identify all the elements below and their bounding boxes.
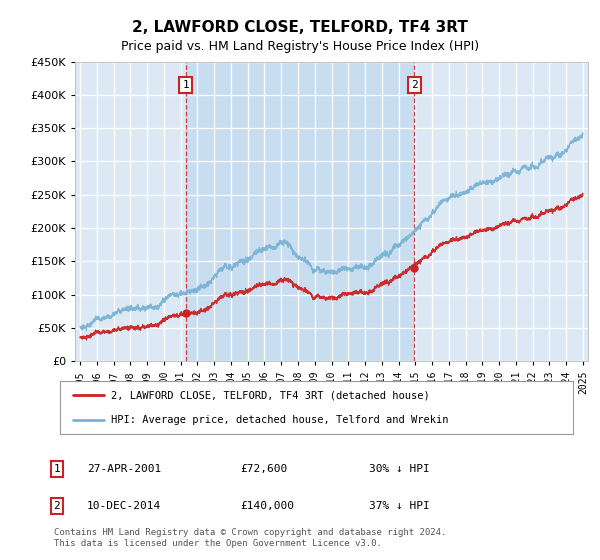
Text: 37% ↓ HPI: 37% ↓ HPI (369, 501, 430, 511)
Text: £140,000: £140,000 (240, 501, 294, 511)
Text: 10-DEC-2014: 10-DEC-2014 (87, 501, 161, 511)
Text: 2: 2 (411, 80, 418, 90)
Text: 30% ↓ HPI: 30% ↓ HPI (369, 464, 430, 474)
Text: 2: 2 (53, 501, 61, 511)
Text: Price paid vs. HM Land Registry's House Price Index (HPI): Price paid vs. HM Land Registry's House … (121, 40, 479, 53)
Text: HPI: Average price, detached house, Telford and Wrekin: HPI: Average price, detached house, Telf… (112, 414, 449, 424)
Bar (186, 62, 415, 361)
Text: Contains HM Land Registry data © Crown copyright and database right 2024.
This d: Contains HM Land Registry data © Crown c… (54, 528, 446, 548)
Text: £72,600: £72,600 (240, 464, 287, 474)
Text: 1: 1 (182, 80, 190, 90)
Text: 2, LAWFORD CLOSE, TELFORD, TF4 3RT: 2, LAWFORD CLOSE, TELFORD, TF4 3RT (132, 20, 468, 35)
Text: 1: 1 (53, 464, 61, 474)
Text: 27-APR-2001: 27-APR-2001 (87, 464, 161, 474)
Text: 2, LAWFORD CLOSE, TELFORD, TF4 3RT (detached house): 2, LAWFORD CLOSE, TELFORD, TF4 3RT (deta… (112, 390, 430, 400)
